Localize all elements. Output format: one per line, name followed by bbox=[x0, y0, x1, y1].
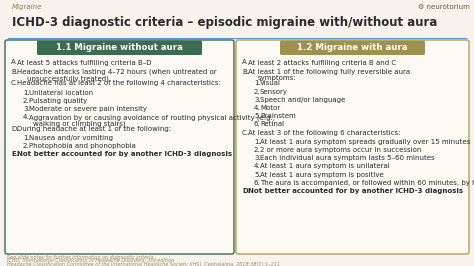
FancyBboxPatch shape bbox=[280, 40, 425, 55]
Text: Headache attacks lasting 4–72 hours (when untreated or: Headache attacks lasting 4–72 hours (whe… bbox=[17, 69, 217, 75]
Text: 5.: 5. bbox=[254, 113, 261, 119]
Text: 6.: 6. bbox=[254, 180, 261, 186]
Text: The aura is accompanied, or followed within 60 minutes, by headache: The aura is accompanied, or followed wit… bbox=[260, 180, 474, 186]
FancyBboxPatch shape bbox=[236, 40, 469, 254]
Text: At least 2 attacks fulfilling criteria B and C: At least 2 attacks fulfilling criteria B… bbox=[248, 60, 396, 65]
Text: Not better accounted for by another ICHD-3 diagnosis: Not better accounted for by another ICHD… bbox=[248, 188, 463, 194]
Text: B.: B. bbox=[242, 69, 249, 75]
Text: Sensory: Sensory bbox=[260, 89, 288, 95]
Text: 1.: 1. bbox=[254, 139, 261, 145]
Text: See slide notes for further information on diagnostic criteria: See slide notes for further information … bbox=[7, 255, 154, 260]
Text: ICHD: International Classification of Headache Disorders, 3rd edition: ICHD: International Classification of He… bbox=[7, 258, 174, 263]
Text: Speech and/or language: Speech and/or language bbox=[260, 97, 345, 103]
Text: symptoms:: symptoms: bbox=[258, 75, 297, 81]
Text: A.: A. bbox=[242, 60, 249, 65]
Text: Each individual aura symptom lasts 5–60 minutes: Each individual aura symptom lasts 5–60 … bbox=[260, 155, 435, 161]
Text: ICHD-3 diagnostic criteria – episodic migraine with/without aura: ICHD-3 diagnostic criteria – episodic mi… bbox=[12, 16, 438, 29]
Text: Aggravation by or causing avoidance of routing physical activity (e.g.,: Aggravation by or causing avoidance of r… bbox=[29, 114, 275, 121]
Text: At least 1 aura symptom spreads gradually over 15 minutes: At least 1 aura symptom spreads graduall… bbox=[260, 139, 470, 145]
Text: Visual: Visual bbox=[260, 80, 281, 86]
Text: At least 1 of the following fully reversible aura: At least 1 of the following fully revers… bbox=[248, 69, 410, 75]
Text: 3.: 3. bbox=[254, 155, 261, 161]
Text: C.: C. bbox=[242, 130, 249, 136]
Text: Photophobia and phonophobia: Photophobia and phonophobia bbox=[29, 143, 136, 149]
Text: 2 or more aura symptoms occur in succession: 2 or more aura symptoms occur in success… bbox=[260, 147, 421, 153]
Text: Retinal: Retinal bbox=[260, 121, 284, 127]
Text: At least 1 aura symptom is unilateral: At least 1 aura symptom is unilateral bbox=[260, 163, 390, 169]
Text: At least 5 attacks fulfilling criteria B–D: At least 5 attacks fulfilling criteria B… bbox=[17, 60, 152, 65]
Text: 1.: 1. bbox=[23, 90, 30, 95]
Text: C.: C. bbox=[11, 80, 18, 86]
Text: 4.: 4. bbox=[254, 163, 261, 169]
Text: Unilateral location: Unilateral location bbox=[29, 90, 93, 95]
Text: B.: B. bbox=[11, 69, 18, 75]
Text: E.: E. bbox=[11, 151, 18, 157]
Text: During headache at least 1 of the following:: During headache at least 1 of the follow… bbox=[17, 126, 171, 132]
Text: At least 1 aura symptom is positive: At least 1 aura symptom is positive bbox=[260, 172, 384, 178]
Text: A.: A. bbox=[11, 60, 18, 65]
Text: ⚙ neurotorium: ⚙ neurotorium bbox=[418, 4, 470, 10]
Text: 1.1 Migraine without aura: 1.1 Migraine without aura bbox=[56, 43, 183, 52]
Text: 2.: 2. bbox=[254, 89, 261, 95]
Text: unsuccessfully treated): unsuccessfully treated) bbox=[27, 75, 109, 82]
Text: Nausea and/or vomiting: Nausea and/or vomiting bbox=[29, 135, 113, 141]
Text: Moderate or severe pain intensity: Moderate or severe pain intensity bbox=[29, 106, 147, 112]
Text: Pulsating quality: Pulsating quality bbox=[29, 98, 87, 104]
Text: Headache has at least 2 of the following 4 characteristics:: Headache has at least 2 of the following… bbox=[17, 80, 221, 86]
Text: Not better accounted for by another ICHD-3 diagnosis: Not better accounted for by another ICHD… bbox=[17, 151, 232, 157]
Text: 2.: 2. bbox=[254, 147, 261, 153]
Text: 1.: 1. bbox=[23, 135, 30, 141]
Text: 3.: 3. bbox=[254, 97, 261, 103]
Text: 3.: 3. bbox=[23, 106, 30, 112]
Text: Motor: Motor bbox=[260, 105, 280, 111]
Text: 4.: 4. bbox=[23, 114, 29, 120]
FancyBboxPatch shape bbox=[5, 40, 234, 254]
Text: 1.2 Migraine with aura: 1.2 Migraine with aura bbox=[297, 43, 408, 52]
Text: 1.: 1. bbox=[254, 80, 261, 86]
Text: 6.: 6. bbox=[254, 121, 261, 127]
Text: 4.: 4. bbox=[254, 105, 261, 111]
Text: 2.: 2. bbox=[23, 143, 29, 149]
Text: walking or climbing stairs): walking or climbing stairs) bbox=[33, 121, 126, 127]
Text: D.: D. bbox=[11, 126, 18, 132]
Text: D.: D. bbox=[242, 188, 250, 194]
Text: Brainstem: Brainstem bbox=[260, 113, 296, 119]
Text: 5.: 5. bbox=[254, 172, 261, 178]
Text: At least 3 of the following 6 characteristics:: At least 3 of the following 6 characteri… bbox=[248, 130, 401, 136]
Text: Headache Classification Committee of the International Headache Society (IHS). C: Headache Classification Committee of the… bbox=[7, 262, 280, 266]
Text: 2.: 2. bbox=[23, 98, 29, 104]
FancyBboxPatch shape bbox=[37, 40, 202, 55]
Text: Migraine: Migraine bbox=[12, 4, 42, 10]
